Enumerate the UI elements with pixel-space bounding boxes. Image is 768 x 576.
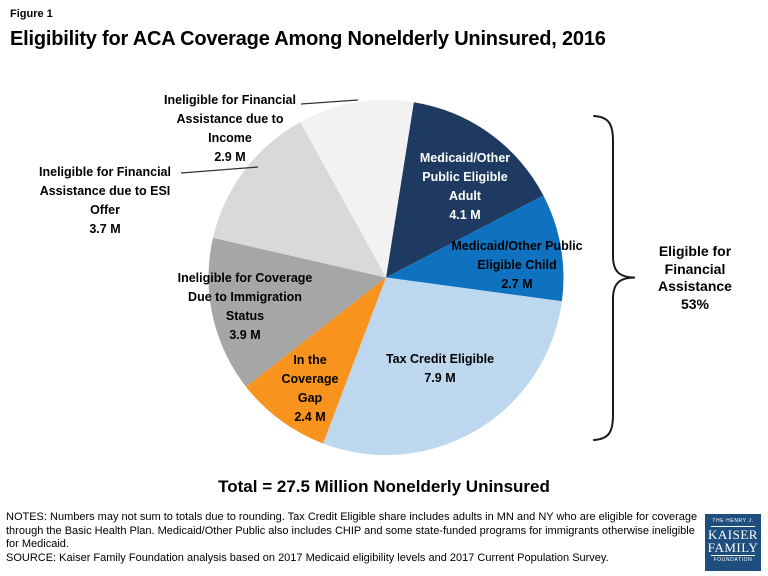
- eligible-assistance-annotation: Eligible for Financial Assistance 53%: [658, 243, 732, 312]
- leader-line-income: [300, 99, 359, 105]
- pie-slice-0: [386, 102, 544, 278]
- slice-label-income: Ineligible for Financial Assistance due …: [164, 93, 296, 164]
- total-label: Total = 27.5 Million Nonelderly Uninsure…: [218, 477, 550, 496]
- slice-label-medicaid-child: Medicaid/Other Public Eligible Child 2.7…: [451, 239, 583, 291]
- kff-logo-line4: FOUNDATION: [713, 557, 753, 563]
- kff-logo-line1: THE HENRY J.: [712, 518, 754, 524]
- kff-logo: THE HENRY J. KAISER FAMILY FOUNDATION: [705, 514, 761, 571]
- pie-slice-3: [246, 277, 386, 444]
- slice-label-coverage-gap: In the Coverage Gap 2.4 M: [281, 353, 339, 424]
- pie-slices: [208, 100, 564, 456]
- bracket: [593, 115, 636, 441]
- slice-label-tax-credit: Tax Credit Eligible 7.9 M: [385, 352, 495, 385]
- footnotes: NOTES: Numbers may not sum to totals due…: [6, 511, 700, 565]
- source-text: SOURCE: Kaiser Family Foundation analysi…: [6, 551, 609, 564]
- figure-number: Figure 1: [10, 8, 53, 20]
- pie-slice-2: [323, 277, 562, 456]
- pie-slice-6: [300, 100, 414, 278]
- kff-logo-rule-top: [711, 526, 755, 527]
- slice-label-immigration: Ineligible for Coverage Due to Immigrati…: [177, 271, 313, 342]
- kff-logo-line2: KAISER: [708, 527, 758, 542]
- slice-label-esi-offer: Ineligible for Financial Assistance due …: [39, 165, 171, 236]
- pie-slice-1: [386, 195, 564, 302]
- leader-line-esi: [180, 166, 259, 174]
- slice-label-medicaid-adult: Medicaid/Other Public Eligible Adult 4.1…: [419, 151, 511, 222]
- kff-logo-line3: FAMILY: [707, 540, 759, 555]
- kff-logo-rule-bottom: [711, 555, 755, 556]
- notes-text: NOTES: Numbers may not sum to totals due…: [6, 511, 698, 550]
- page-title: Eligibility for ACA Coverage Among Nonel…: [10, 28, 606, 50]
- pie-slice-5: [213, 122, 386, 278]
- pie-slice-4: [208, 237, 386, 387]
